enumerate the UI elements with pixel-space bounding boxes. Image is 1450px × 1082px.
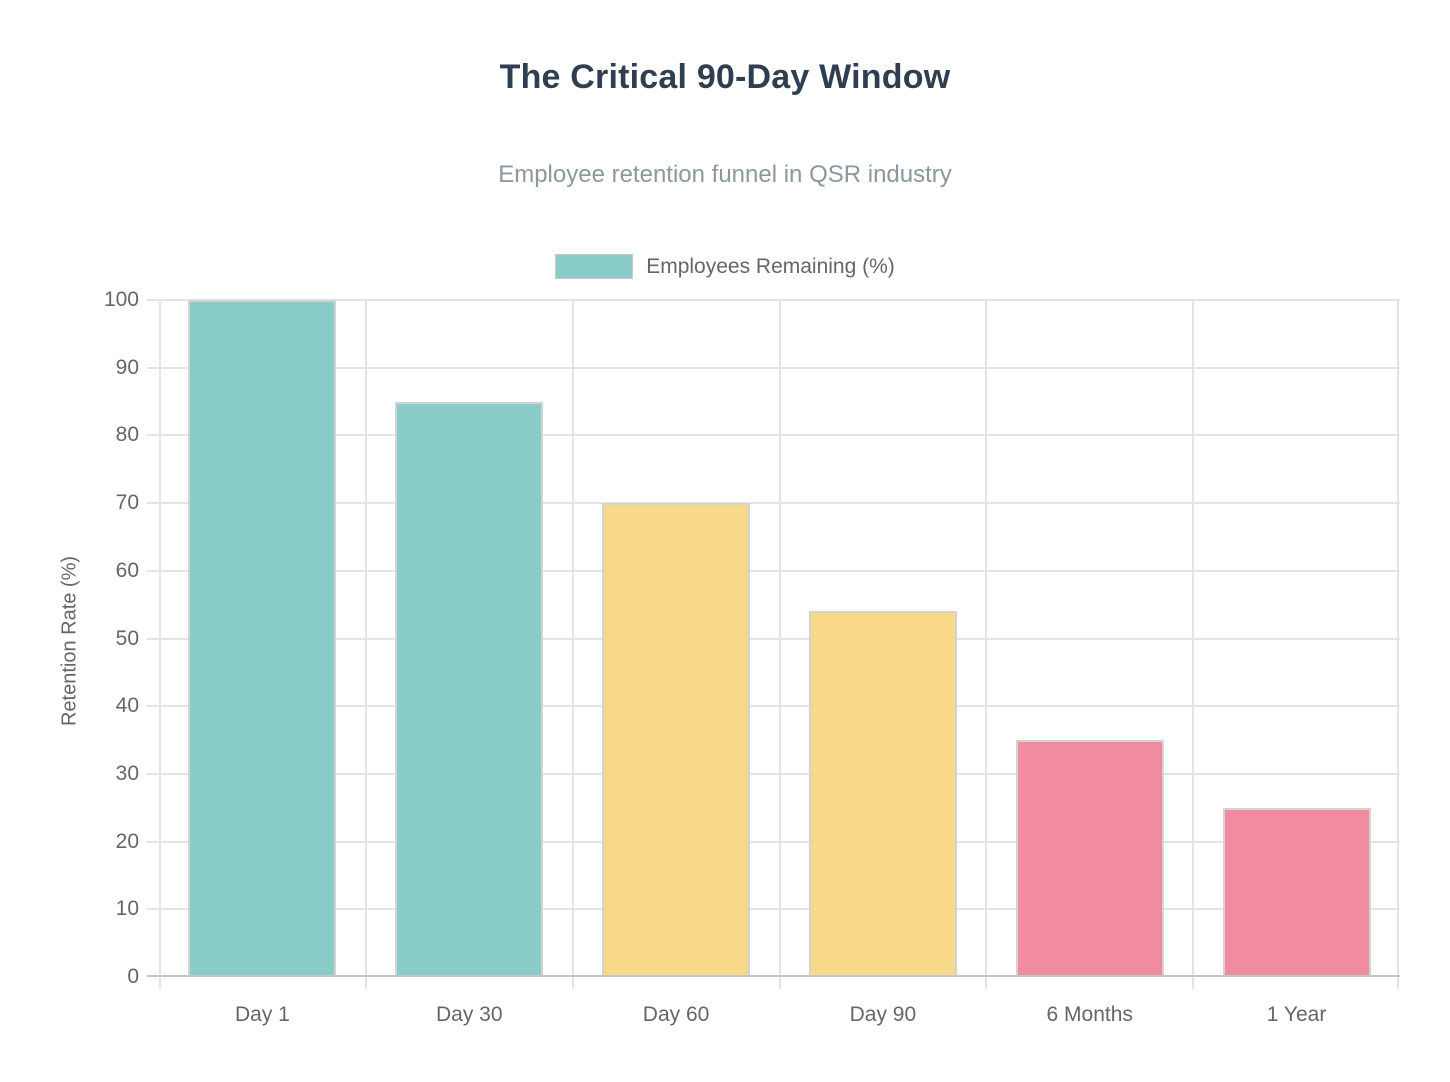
gridline-h-30	[147, 772, 1400, 775]
x-tick-label-day-1: Day 1	[234, 1003, 290, 1026]
chart-title: The Critical 90-Day Window	[499, 58, 951, 96]
gridline-h-60	[147, 569, 1400, 572]
gridline-v-4	[985, 300, 988, 989]
y-tick-label-90: 90	[115, 355, 139, 379]
y-tick-label-40: 40	[115, 694, 139, 718]
gridline-h-100	[147, 299, 1400, 301]
gridline-h-50	[147, 637, 1400, 640]
plot-area	[147, 299, 1400, 989]
gridline-v-6	[1397, 300, 1399, 989]
bar-day-30[interactable]	[395, 401, 544, 977]
y-tick-label-80: 80	[115, 423, 139, 447]
y-tick-label-60: 60	[115, 558, 139, 582]
gridline-v-1	[364, 300, 367, 989]
chart-subtitle: Employee retention funnel in QSR industr…	[498, 161, 952, 188]
x-tick-label-1-year: 1 Year	[1266, 1003, 1327, 1026]
y-tick-label-10: 10	[115, 897, 139, 921]
y-tick-label-0: 0	[127, 965, 139, 988]
gridline-h-80	[147, 434, 1400, 437]
gridline-v-2	[571, 300, 574, 989]
gridline-h-90	[147, 366, 1400, 369]
y-tick-label-30: 30	[115, 761, 139, 785]
gridline-h-10	[147, 908, 1400, 911]
gridline-v-3	[778, 300, 781, 989]
bar-6-months[interactable]	[1015, 740, 1164, 977]
gridline-h-40	[147, 705, 1400, 708]
legend-item[interactable]: Employees Remaining (%)	[0, 254, 1450, 279]
y-tick-label-70: 70	[115, 491, 139, 515]
gridline-h-70	[147, 502, 1400, 505]
gridline-v-0	[159, 300, 161, 989]
bar-day-60[interactable]	[602, 503, 751, 977]
gridline-v-5	[1192, 300, 1195, 989]
x-tick-label-day-90: Day 90	[849, 1003, 917, 1026]
bar-day-1[interactable]	[188, 300, 337, 977]
bar-1-year[interactable]	[1222, 807, 1371, 977]
y-tick-label-100: 100	[103, 288, 139, 311]
y-tick-label-50: 50	[115, 626, 139, 650]
x-axis-line	[147, 975, 1400, 977]
x-tick-label-6-months: 6 Months	[1046, 1003, 1133, 1026]
legend-swatch	[555, 254, 634, 279]
y-tick-label-20: 20	[115, 829, 139, 853]
x-tick-label-day-30: Day 30	[435, 1003, 503, 1026]
bar-day-90[interactable]	[808, 611, 957, 977]
x-tick-label-day-60: Day 60	[642, 1003, 710, 1026]
gridline-h-20	[147, 840, 1400, 843]
legend-label: Employees Remaining (%)	[646, 254, 895, 278]
